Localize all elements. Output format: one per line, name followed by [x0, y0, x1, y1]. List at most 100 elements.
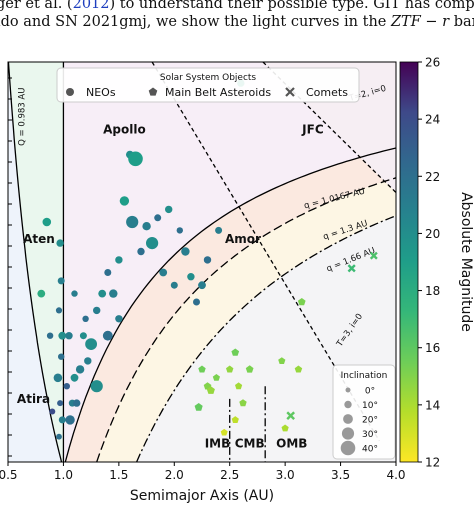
- neo-point: [187, 273, 195, 281]
- main-belt-point: [220, 428, 228, 436]
- colorbar-tick-label: 22: [425, 170, 440, 184]
- colorbar: 12 14 16 18 20 22 24 26 Absolute Magnitude: [399, 56, 474, 470]
- neo-point: [84, 357, 92, 365]
- main-belt-point: [198, 365, 206, 373]
- x-tick-label: 1.5: [109, 468, 128, 482]
- neo-point: [65, 332, 73, 340]
- marker-legend-title: Solar System Objects: [160, 73, 257, 83]
- caption-citation-link[interactable]: 2012: [72, 0, 110, 12]
- colorbar-tick-label: 14: [425, 398, 440, 412]
- colorbar-tick-label: 20: [425, 227, 440, 241]
- neo-point: [55, 307, 63, 314]
- neo-point: [58, 353, 65, 360]
- neo-point: [198, 281, 206, 290]
- label-jfc: JFC: [301, 123, 324, 137]
- x-axis: 0.5 1.0 1.5 2.0 2.5 3.0 3.5 4.0: [0, 77, 406, 482]
- comet-legend-marker: [285, 87, 295, 97]
- neo-point: [46, 332, 54, 339]
- x-tick-label: 3.0: [276, 468, 295, 482]
- comet-legend-label: Comets: [306, 86, 348, 99]
- neo-point: [193, 298, 200, 306]
- caption-line2-prefix: ldo and SN 2021gmj, we show the light cu…: [0, 14, 387, 30]
- label-apollo: Apollo: [103, 123, 146, 137]
- comet-point: [369, 251, 378, 260]
- colorbar-tick-label: 12: [425, 456, 440, 470]
- neo-point: [98, 289, 107, 298]
- neo-point: [126, 215, 139, 229]
- main-belt-point: [235, 382, 243, 390]
- curve-q-13: [96, 177, 396, 462]
- neo-point: [53, 373, 63, 383]
- main-belt-point: [231, 416, 239, 423]
- neo-point: [102, 330, 113, 341]
- neo-point: [176, 227, 183, 234]
- neo-point: [37, 289, 46, 298]
- neo-point: [82, 315, 89, 322]
- neo-point: [79, 332, 87, 340]
- main-belt-legend-label: Main Belt Asteroids: [165, 86, 271, 99]
- inclination-legend-label: 20°: [362, 416, 378, 426]
- neo-point: [85, 338, 97, 350]
- marker-legend-box: [56, 67, 360, 103]
- paper-caption-text: ger et al. (2012) to understand their po…: [0, 0, 474, 44]
- curve-Q-0983: [8, 62, 63, 462]
- region-aten: [8, 62, 64, 462]
- marker-legend: Solar System Objects NEOs Main Belt Aste…: [56, 67, 360, 103]
- caption-band: ZTF − r: [390, 14, 450, 30]
- inclination-legend-label: 40°: [362, 445, 378, 455]
- inclination-legend-marker: [343, 414, 353, 424]
- region-labels: Atira Aten Apollo Amor JFC IMB CMB OMB: [17, 123, 324, 451]
- label-atira: Atira: [17, 392, 50, 406]
- inclination-legend-label: 0°: [365, 387, 375, 397]
- main-belt-point: [212, 374, 220, 381]
- neo-point: [57, 400, 64, 407]
- inclination-legend-marker: [340, 440, 356, 456]
- main-belt-point: [239, 399, 247, 407]
- line-tisserand-3: [151, 62, 380, 442]
- neo-point: [128, 151, 143, 167]
- neo-point: [142, 222, 151, 231]
- neo-point: [137, 247, 145, 256]
- main-belt-point: [245, 365, 254, 373]
- neo-point: [90, 380, 103, 393]
- colorbar-tick-label: 18: [425, 284, 440, 298]
- neo-point: [170, 281, 178, 289]
- x-axis-label: Semimajor Axis (AU): [130, 488, 274, 504]
- caption-line2-suffix: band: [453, 14, 474, 30]
- x-tick-label: 1.0: [54, 468, 73, 482]
- label-omb: OMB: [276, 436, 307, 450]
- neo-point: [115, 315, 123, 323]
- label-cmb: CMB: [235, 436, 265, 450]
- neo-point: [57, 277, 65, 285]
- plot-frame: [7, 61, 397, 463]
- neo-point: [215, 226, 223, 234]
- neo-point: [159, 268, 168, 277]
- neo-point: [154, 214, 162, 222]
- neo-point: [75, 365, 85, 374]
- neo-point: [146, 237, 159, 250]
- colorbar-label: Absolute Magnitude: [458, 192, 474, 332]
- data-points: [37, 79, 378, 440]
- region-apollo: [63, 62, 396, 462]
- neo-point: [165, 205, 173, 214]
- inclination-legend-label: 30°: [362, 430, 378, 440]
- label-amor: Amor: [225, 232, 261, 246]
- neo-point: [42, 217, 52, 227]
- neo-point: [109, 289, 118, 298]
- inclination-legend-title: Inclination: [341, 371, 388, 381]
- neo-point: [70, 373, 79, 382]
- neo-point: [56, 433, 62, 440]
- inclination-legend-marker: [341, 427, 355, 440]
- main-belt-point: [278, 357, 286, 364]
- inclination-legend-marker: [344, 400, 352, 409]
- x-tick-label: 3.5: [331, 468, 350, 482]
- main-belt-point: [231, 348, 240, 356]
- colorbar-gradient: [399, 61, 419, 463]
- curve-q-166: [136, 215, 396, 462]
- curve-q-10167: [64, 147, 396, 462]
- region-inner: [96, 177, 396, 462]
- inclination-legend-label: 10°: [362, 401, 378, 411]
- main-belt-point: [297, 298, 306, 306]
- region-amor: [65, 148, 396, 462]
